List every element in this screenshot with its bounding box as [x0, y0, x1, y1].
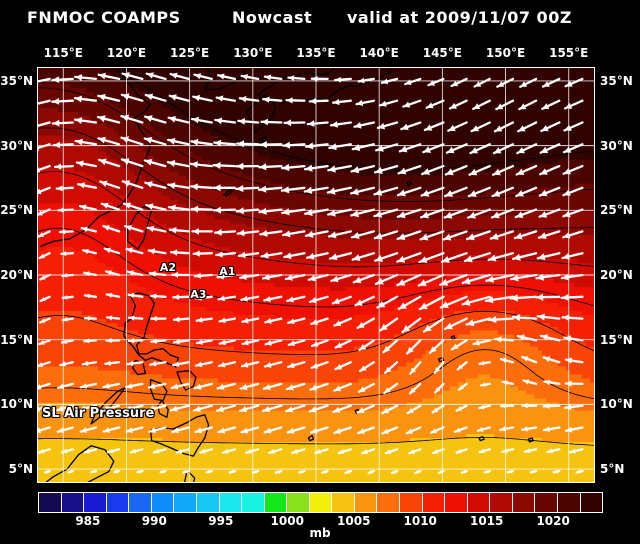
lon-tick-label: 155°E [549, 46, 589, 60]
pressure-colorbar [38, 492, 603, 513]
longitude-axis: 115°E 120°E 125°E 130°E 135°E 140°E 145°E 150°E… [37, 46, 595, 62]
lat-tick-label: 10°N [0, 397, 33, 412]
lon-tick-label: 115°E [43, 46, 83, 60]
colorbar-cell [287, 493, 310, 512]
lat-tick-label: 20°N [600, 268, 633, 282]
latitude-axis-right: 35°N 30°N 25°N 20°N 15°N 10°N 5°N [597, 67, 640, 483]
colorbar-tick-label: 990 [141, 514, 167, 528]
colorbar-cell [490, 493, 513, 512]
pressure-field-plot [38, 68, 594, 482]
lat-tick-label: 35°N [600, 73, 633, 88]
lat-tick-label: 15°N [0, 332, 33, 347]
colorbar-cell [61, 493, 85, 512]
colorbar-cell [151, 493, 175, 512]
colorbar-tick-label: 1020 [536, 514, 570, 528]
lon-tick-label: 140°E [359, 46, 399, 60]
lat-tick-label: 25°N [600, 203, 633, 218]
product-name: Nowcast [232, 7, 313, 27]
latitude-axis-left: 35°N 30°N 25°N 20°N 15°N 10°N 5°N [0, 67, 36, 483]
colorbar-tick-label: 1015 [469, 514, 504, 528]
lat-tick-label: 25°N [0, 203, 33, 218]
isobar-contour-layer [38, 68, 594, 446]
lon-tick-label: 145°E [422, 46, 462, 60]
model-name: FNMOC COAMPS [27, 7, 181, 27]
lon-tick-label: 120°E [106, 46, 147, 60]
colorbar-cell [422, 493, 446, 512]
colorbar-cell [535, 493, 558, 512]
colorbar-tick-label: 985 [75, 514, 101, 528]
colorbar-cell [309, 493, 333, 512]
colorbar-cell [242, 493, 265, 512]
title-bar: FNMOC COAMPS Nowcast valid at 2009/11/07… [0, 6, 640, 28]
colorbar-cell [219, 493, 243, 512]
colorbar-tick-label: 1005 [337, 514, 371, 528]
colorbar-cell [400, 493, 423, 512]
lat-tick-label: 15°N [600, 332, 633, 347]
colorbar-cell [264, 493, 288, 512]
valid-time: valid at 2009/11/07 00Z [347, 7, 572, 27]
colorbar-cell [129, 493, 152, 512]
colorbar-cell [580, 493, 603, 512]
colorbar-tick-label: 1000 [270, 514, 304, 528]
lat-tick-label: 5°N [600, 462, 625, 477]
lon-tick-label: 135°E [296, 46, 336, 60]
colorbar-cell [106, 493, 130, 512]
colorbar-tick-labels: 985 990 995 1000 1005 1010 1015 1020 [38, 514, 603, 529]
colorbar-cell [354, 493, 378, 512]
lat-tick-label: 30°N [0, 138, 33, 153]
wind-vector-layer [38, 72, 584, 475]
colorbar-cell [445, 493, 468, 512]
colorbar-cell [39, 493, 62, 512]
pressure-shading-layer [38, 68, 594, 482]
lat-tick-label: 35°N [0, 73, 33, 88]
colorbar-cell [377, 493, 400, 512]
colorbar-cell [467, 493, 491, 512]
colorbar-tick-label: 1010 [403, 514, 437, 528]
lat-tick-label: 10°N [600, 397, 633, 412]
lat-tick-label: 30°N [600, 138, 633, 153]
lat-tick-label: 5°N [8, 462, 33, 477]
lon-tick-label: 130°E [233, 46, 273, 60]
colorbar-unit-label: mb [309, 526, 331, 540]
lon-tick-label: 150°E [485, 46, 526, 60]
colorbar-cell [512, 493, 536, 512]
colorbar-cell [332, 493, 355, 512]
colorbar-cell [196, 493, 220, 512]
colorbar-tick-label: 995 [208, 514, 234, 528]
lat-tick-label: 20°N [0, 268, 33, 282]
colorbar-cell [84, 493, 107, 512]
colorbar-cell [174, 493, 197, 512]
colorbar-cell [557, 493, 581, 512]
lon-tick-label: 125°E [170, 46, 210, 60]
